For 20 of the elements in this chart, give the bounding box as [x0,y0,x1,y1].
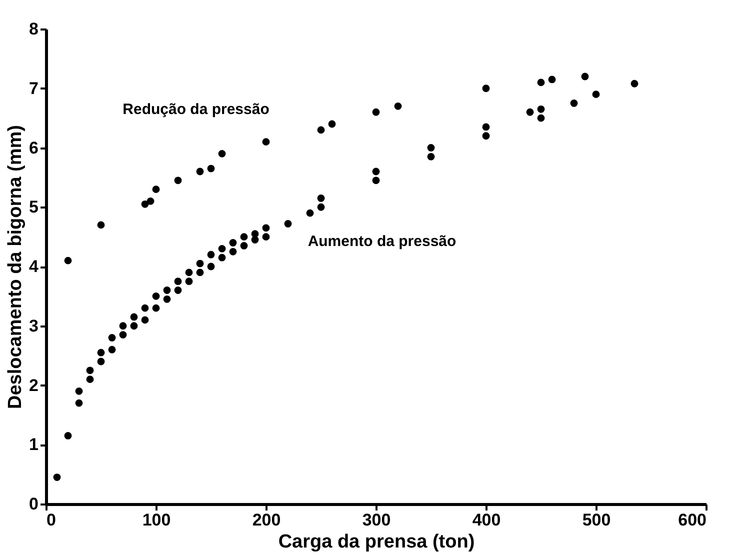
x-axis-title: Carga da prensa (ton) [278,532,475,552]
y-tick-label: 1 [29,435,38,454]
x-tick-label: 500 [582,510,611,530]
y-tick-label: 7 [29,78,38,98]
x-tick-label: 300 [362,510,391,530]
y-tick-label: 8 [29,20,38,38]
y-tick-label: 0 [29,494,38,514]
annotation: Redução da pressão [122,101,270,118]
x-tick-label: 600 [678,510,706,530]
y-tick-label: 6 [29,138,38,158]
y-tick-label: 3 [29,316,38,336]
annotation: Aumento da pressão [308,233,456,250]
y-axis-title: Deslocamento da bigorna (mm) [5,125,26,409]
x-tick-label: 0 [46,510,56,530]
x-tick-label: 100 [142,510,171,530]
y-tick-label: 5 [29,198,38,217]
y-tick-label: 2 [29,376,38,395]
x-tick-label: 400 [472,510,501,530]
x-tick-label: 200 [252,510,281,530]
y-tick-label: 4 [29,257,40,276]
